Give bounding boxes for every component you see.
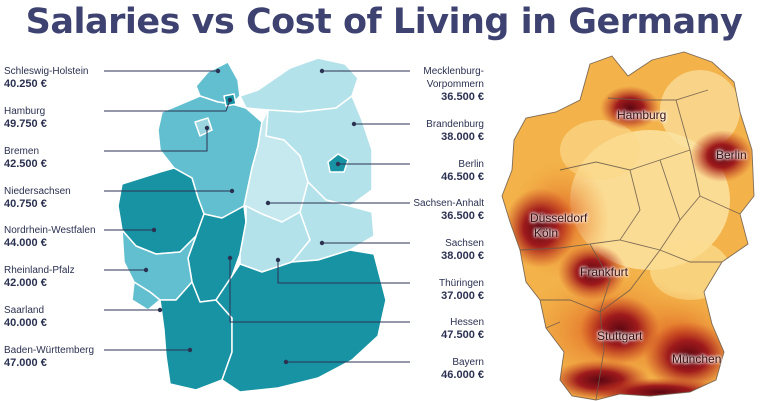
state-name: Thüringen bbox=[438, 278, 484, 289]
state-name: Nordrhein-Westfalen bbox=[4, 225, 96, 236]
state-name: Sachsen bbox=[445, 238, 484, 249]
state-salary: 38.000 € bbox=[441, 250, 484, 262]
city-label-hamburg: Hamburg bbox=[617, 108, 667, 122]
label-thueringen: Thüringen 37.000 € bbox=[439, 277, 484, 303]
label-hamburg: Hamburg 49.750 € bbox=[4, 105, 47, 131]
state-name: Baden-Württemberg bbox=[4, 345, 95, 356]
state-name: Niedersachsen bbox=[4, 186, 71, 197]
label-sachsen-anhalt: Sachsen-Anhalt 36.500 € bbox=[413, 197, 484, 223]
label-brandenburg: Brandenburg 38.000 € bbox=[426, 118, 484, 144]
label-saarland: Saarland 40.000 € bbox=[4, 304, 47, 330]
label-schleswig-holstein: Schleswig-Holstein 40.250 € bbox=[4, 65, 88, 91]
state-salary: 40.000 € bbox=[4, 317, 47, 329]
page-title: Salaries vs Cost of Living in Germany bbox=[25, 2, 743, 42]
state-bremen bbox=[194, 117, 213, 137]
state-name: Hamburg bbox=[4, 106, 46, 117]
city-label-koeln: Köln bbox=[534, 226, 559, 240]
label-bremen: Bremen 42.500 € bbox=[4, 145, 47, 171]
label-hessen: Hessen 47.500 € bbox=[441, 316, 484, 342]
state-salary: 37.000 € bbox=[441, 290, 484, 302]
state-name: Schleswig-Holstein bbox=[4, 66, 89, 77]
state-salary: 47.500 € bbox=[441, 329, 484, 341]
state-salary: 49.750 € bbox=[4, 118, 47, 130]
label-berlin: Berlin 46.500 € bbox=[441, 158, 484, 184]
state-name: Berlin bbox=[458, 159, 484, 170]
state-salary: 47.000 € bbox=[4, 357, 47, 369]
label-sachsen: Sachsen 38.000 € bbox=[441, 237, 484, 263]
state-salary: 40.250 € bbox=[4, 78, 47, 90]
label-bayern: Bayern 46.000 € bbox=[441, 356, 484, 382]
state-salary: 46.000 € bbox=[441, 369, 484, 381]
city-label-stuttgart: Stuttgart bbox=[597, 329, 643, 343]
city-label-berlin: Berlin bbox=[716, 148, 747, 162]
label-rheinland-pfalz: Rheinland-Pfalz 42.000 € bbox=[4, 264, 75, 290]
state-name: Bayern bbox=[452, 357, 484, 368]
state-name: Hessen bbox=[450, 317, 484, 328]
state-name: Saarland bbox=[4, 305, 45, 316]
state-salary: 46.500 € bbox=[441, 171, 484, 183]
state-name: Sachsen-Anhalt bbox=[413, 198, 484, 209]
state-name: Brandenburg bbox=[426, 119, 484, 130]
label-mecklenburg-vorpommern: Mecklenburg- Vorpommern 36.500 € bbox=[423, 65, 484, 104]
state-salary: 42.000 € bbox=[4, 277, 47, 289]
state-salary: 44.000 € bbox=[4, 237, 47, 249]
state-name: Bremen bbox=[4, 146, 40, 157]
state-salary: 36.500 € bbox=[441, 91, 484, 103]
label-baden-wuerttemberg: Baden-Württemberg 47.000 € bbox=[4, 344, 94, 370]
state-bayern bbox=[215, 249, 387, 393]
state-salary: 38.000 € bbox=[441, 131, 484, 143]
city-label-muenchen: München bbox=[672, 352, 722, 366]
city-label-frankfurt: Frankfurt bbox=[580, 265, 629, 279]
state-salary: 40.750 € bbox=[4, 198, 47, 210]
state-salary: 42.500 € bbox=[4, 158, 47, 170]
city-label-duesseldorf: Düsseldorf bbox=[530, 211, 588, 225]
state-name-line1: Mecklenburg- bbox=[423, 66, 484, 77]
state-name: Rheinland-Pfalz bbox=[4, 265, 75, 276]
label-nordrhein-westfalen: Nordrhein-Westfalen 44.000 € bbox=[4, 224, 96, 250]
state-salary: 36.500 € bbox=[441, 210, 484, 222]
state-name-line2: Vorpommern bbox=[426, 79, 484, 90]
state-sachsen bbox=[291, 181, 375, 263]
label-niedersachsen: Niedersachsen 40.750 € bbox=[4, 185, 71, 211]
state-saarland bbox=[131, 281, 161, 311]
